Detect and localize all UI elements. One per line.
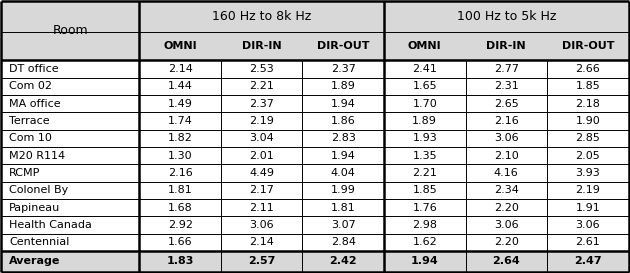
Text: 2.57: 2.57 [248,256,275,266]
Text: 2.64: 2.64 [493,256,520,266]
Text: DIR-IN: DIR-IN [242,41,282,51]
Text: Health Canada: Health Canada [9,220,92,230]
Text: 1.94: 1.94 [331,151,356,161]
Text: 1.81: 1.81 [331,203,355,213]
Text: 1.62: 1.62 [413,238,437,248]
Text: 2.19: 2.19 [575,185,600,195]
Text: 3.06: 3.06 [494,133,518,143]
Bar [1,251,629,272]
Text: 2.16: 2.16 [494,116,518,126]
Text: 1.65: 1.65 [413,81,437,91]
Bar [1,32,629,60]
Text: 1.91: 1.91 [575,203,600,213]
Text: 2.10: 2.10 [494,151,518,161]
Text: 4.04: 4.04 [331,168,356,178]
Text: 2.47: 2.47 [574,256,602,266]
Text: 2.18: 2.18 [575,99,600,109]
Text: 1.85: 1.85 [575,81,600,91]
Text: Com 02: Com 02 [9,81,52,91]
Text: RCMP: RCMP [9,168,40,178]
Text: 2.14: 2.14 [168,64,193,74]
Text: 1.94: 1.94 [331,99,356,109]
Text: 2.20: 2.20 [494,203,518,213]
Text: Room: Room [52,24,88,37]
Text: 3.06: 3.06 [494,220,518,230]
Text: 1.70: 1.70 [413,99,437,109]
Text: 2.65: 2.65 [494,99,518,109]
Text: 2.83: 2.83 [331,133,356,143]
Text: 3.04: 3.04 [249,133,274,143]
Text: DIR-IN: DIR-IN [486,41,526,51]
Text: DIR-OUT: DIR-OUT [561,41,614,51]
Text: 1.82: 1.82 [168,133,193,143]
Text: Average: Average [9,256,60,266]
Text: 2.17: 2.17 [249,185,274,195]
Text: MA office: MA office [9,99,60,109]
Text: 2.16: 2.16 [168,168,193,178]
Text: 2.01: 2.01 [249,151,274,161]
Text: 2.85: 2.85 [575,133,600,143]
Text: 2.21: 2.21 [412,168,437,178]
Text: 4.49: 4.49 [249,168,274,178]
Text: OMNI: OMNI [163,41,197,51]
Bar [1,1,629,32]
Text: 2.98: 2.98 [412,220,437,230]
Text: 2.84: 2.84 [331,238,356,248]
Text: 2.19: 2.19 [249,116,274,126]
Text: M20 R114: M20 R114 [9,151,65,161]
Text: 2.37: 2.37 [249,99,274,109]
Text: OMNI: OMNI [408,41,442,51]
Text: 2.20: 2.20 [494,238,518,248]
Text: 2.41: 2.41 [412,64,437,74]
Text: 2.92: 2.92 [168,220,193,230]
Text: 2.31: 2.31 [494,81,518,91]
Text: 3.06: 3.06 [576,220,600,230]
Text: 2.21: 2.21 [249,81,274,91]
Text: 3.93: 3.93 [575,168,600,178]
Text: 1.90: 1.90 [575,116,600,126]
Text: 1.74: 1.74 [168,116,193,126]
Text: 1.49: 1.49 [168,99,193,109]
Text: 1.86: 1.86 [331,116,355,126]
Text: 1.30: 1.30 [168,151,192,161]
Text: 1.89: 1.89 [331,81,356,91]
Text: 2.66: 2.66 [575,64,600,74]
Text: 1.93: 1.93 [413,133,437,143]
Text: 2.11: 2.11 [249,203,274,213]
Text: 2.53: 2.53 [249,64,274,74]
Text: Centennial: Centennial [9,238,69,248]
Text: 2.37: 2.37 [331,64,356,74]
Text: 2.05: 2.05 [575,151,600,161]
Text: 1.99: 1.99 [331,185,356,195]
Text: 1.66: 1.66 [168,238,192,248]
Text: 2.77: 2.77 [494,64,518,74]
Text: Colonel By: Colonel By [9,185,68,195]
Text: 2.42: 2.42 [329,256,357,266]
Text: 1.68: 1.68 [168,203,193,213]
Text: 3.06: 3.06 [249,220,274,230]
Text: 2.14: 2.14 [249,238,274,248]
Text: 160 Hz to 8k Hz: 160 Hz to 8k Hz [212,10,311,23]
Text: 1.94: 1.94 [411,256,438,266]
Text: DIR-OUT: DIR-OUT [317,41,369,51]
Text: Papineau: Papineau [9,203,60,213]
Text: 4.16: 4.16 [494,168,518,178]
Text: 1.81: 1.81 [168,185,193,195]
Text: Com 10: Com 10 [9,133,52,143]
Text: 100 Hz to 5k Hz: 100 Hz to 5k Hz [457,10,556,23]
Text: 2.34: 2.34 [494,185,518,195]
Text: 3.07: 3.07 [331,220,355,230]
Text: 2.61: 2.61 [575,238,600,248]
Text: 1.85: 1.85 [413,185,437,195]
Text: DT office: DT office [9,64,59,74]
Text: 1.83: 1.83 [166,256,194,266]
Text: 1.76: 1.76 [413,203,437,213]
Text: 1.89: 1.89 [412,116,437,126]
Text: 1.44: 1.44 [168,81,193,91]
Text: Terrace: Terrace [9,116,50,126]
Text: 1.35: 1.35 [413,151,437,161]
